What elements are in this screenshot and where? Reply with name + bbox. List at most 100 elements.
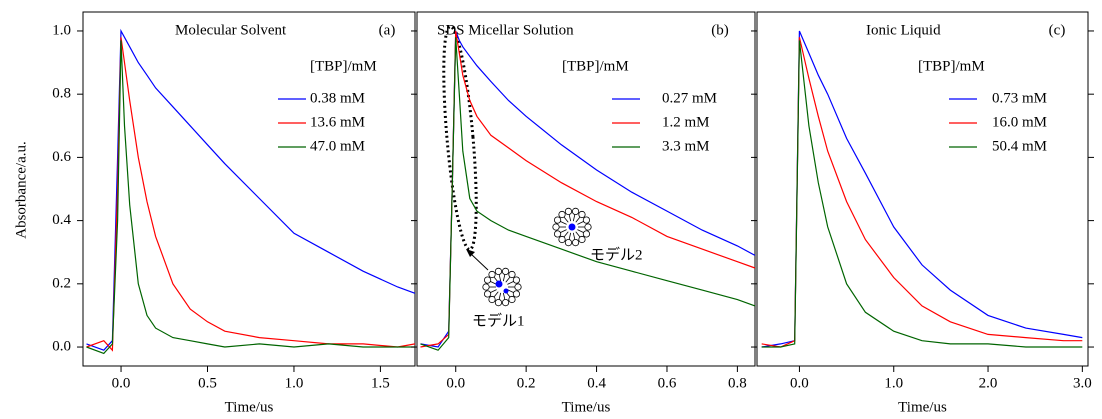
data-line [761, 37, 1083, 348]
surfactant-tail [577, 229, 584, 234]
x-tick-label: 0.0 [446, 375, 465, 391]
x-tick-label: 1.5 [371, 375, 390, 391]
data-line [761, 30, 1083, 348]
surfactant-head [488, 295, 496, 304]
x-tick-label: 0.8 [728, 375, 747, 391]
surfactant-head [508, 295, 516, 304]
surfactant-tail [560, 220, 567, 225]
data-line [420, 30, 756, 348]
surfactant-head [553, 216, 562, 224]
surfactant-tail [568, 232, 572, 240]
surfactant-head [508, 270, 516, 279]
surfactant-head [582, 230, 591, 238]
y-tick-label: 0.8 [52, 86, 71, 102]
legend-title: [TBP]/mM [310, 58, 377, 74]
surfactant-head [512, 290, 521, 298]
surfactant-head [494, 267, 503, 276]
panel-label: (a) [379, 22, 396, 38]
surfactant-tail [507, 280, 514, 285]
x-tick-label: 0.0 [112, 375, 131, 391]
micelle-1 [482, 267, 522, 307]
surfactant-head [578, 235, 586, 244]
data-line [86, 37, 416, 352]
x-axis-label: Time/us [562, 399, 611, 415]
legend-label: 1.2 mM [662, 114, 710, 130]
legend-label: 13.6 mM [310, 114, 365, 130]
y-axis-label: Absorbance/a.u. [13, 141, 29, 238]
surfactant-head [482, 283, 490, 291]
y-tick-label: 0.6 [52, 149, 71, 165]
surfactant-head [582, 216, 591, 224]
surfactant-tail [568, 214, 572, 222]
annotation: モデル2 [590, 245, 643, 263]
highlight-ellipse [442, 24, 478, 252]
surfactant-head [488, 270, 496, 279]
x-tick-label: 0.0 [790, 375, 809, 391]
surfactant-head [571, 238, 580, 247]
panel-title: SDS Micellar Solution [437, 22, 574, 38]
surfactant-head [483, 290, 492, 298]
y-tick-label: 1.0 [52, 22, 71, 38]
panel-label: (b) [711, 22, 729, 38]
surfactant-head [558, 235, 566, 244]
surfactant-tail [575, 216, 581, 223]
legend-title: [TBP]/mM [562, 58, 629, 74]
surfactant-tail [575, 231, 581, 238]
y-tick-label: 0.2 [52, 275, 71, 291]
x-tick-label: 1.0 [884, 375, 903, 391]
panel-title: Molecular Solvent [175, 22, 287, 38]
surfactant-head [553, 230, 562, 238]
data-line [86, 28, 416, 351]
surfactant-head [578, 210, 586, 219]
legend-label: 47.0 mM [310, 138, 365, 154]
surfactant-head [512, 276, 521, 284]
surfactant-tail [490, 289, 497, 294]
panel-label: (c) [1049, 22, 1066, 38]
surfactant-head [552, 223, 560, 231]
y-tick-label: 0.4 [52, 212, 71, 228]
surfactant-head [501, 298, 510, 307]
probe [495, 280, 503, 288]
legend-label: 16.0 mM [992, 114, 1047, 130]
surfactant-tail [498, 274, 502, 282]
x-axis-label: Time/us [898, 399, 947, 415]
x-tick-label: 0.6 [658, 375, 677, 391]
surfactant-tail [560, 229, 567, 234]
surfactant-head [494, 298, 503, 307]
surfactant-tail [572, 232, 576, 240]
x-tick-label: 3.0 [1073, 375, 1092, 391]
surfactant-head [564, 207, 573, 216]
x-tick-label: 0.2 [517, 375, 536, 391]
data-line [86, 40, 415, 355]
probe [568, 223, 576, 231]
legend-title: [TBP]/mM [918, 58, 985, 74]
legend-label: 50.4 mM [992, 138, 1047, 154]
plot-frame [82, 11, 416, 367]
surfactant-tail [563, 216, 569, 223]
surfactant-tail [498, 292, 502, 300]
x-tick-label: 2.0 [979, 375, 998, 391]
plot-frame [756, 11, 1089, 367]
legend-label: 0.27 mM [662, 90, 717, 106]
legend-label: 0.73 mM [992, 90, 1047, 106]
data-line [761, 40, 1083, 348]
arrow [469, 252, 489, 271]
surfactant-tail [502, 274, 506, 282]
surfactant-tail [563, 231, 569, 238]
legend-label: 0.38 mM [310, 90, 365, 106]
surfactant-head [514, 283, 522, 291]
legend-label: 3.3 mM [662, 138, 710, 154]
data-line [420, 37, 756, 351]
surfactant-head [564, 238, 573, 247]
probe [503, 288, 509, 294]
x-tick-label: 1.0 [285, 375, 304, 391]
annotation: モデル1 [472, 311, 525, 329]
panel-title: Ionic Liquid [866, 22, 941, 38]
surfactant-head [584, 223, 592, 231]
x-axis-label: Time/us [225, 399, 274, 415]
surfactant-head [558, 210, 566, 219]
x-tick-label: 0.4 [587, 375, 606, 391]
surfactant-head [571, 207, 580, 216]
